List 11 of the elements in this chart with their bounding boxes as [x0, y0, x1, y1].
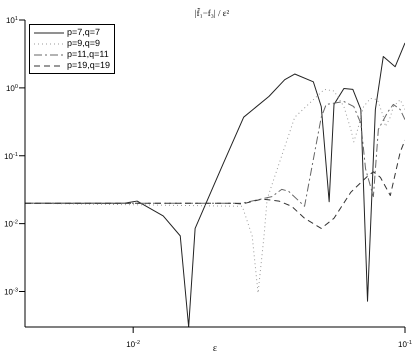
legend-label: p=19,q=19 [67, 60, 110, 71]
legend-label: p=9,q=9 [67, 38, 100, 49]
chart-title: |f̃₁−f₃| / ε² [194, 6, 230, 18]
legend-label: p=11,q=11 [67, 49, 109, 60]
y-tick-label: 10$^{-3}$ [4, 288, 18, 297]
x-axis-title: ε [212, 343, 218, 351]
y-tick-label: 10$^{0}$ [6, 84, 18, 93]
y-tick-label: 10$^{1}$ [6, 16, 18, 25]
y-tick-label: 10$^{-1}$ [4, 152, 18, 161]
legend-label: p=7,q=7 [67, 27, 100, 38]
y-tick-label: 10$^{-2}$ [4, 220, 18, 229]
